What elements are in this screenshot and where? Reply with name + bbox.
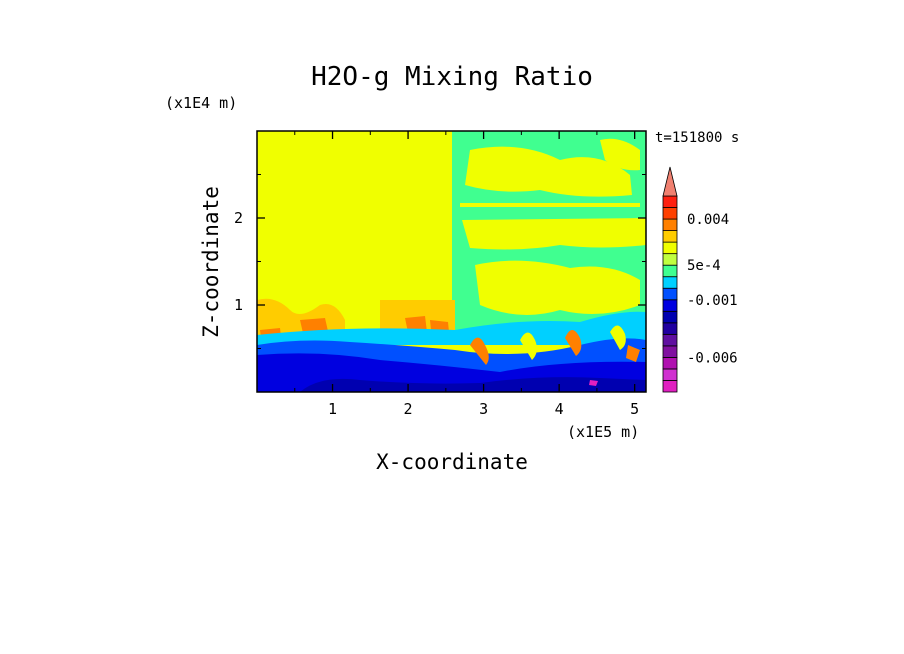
y-axis-label: Z-coordinate: [199, 186, 223, 338]
field-patch-yellow-2: [462, 218, 646, 250]
colorbar-band: [662, 218, 678, 231]
field-plume-orange-1: [470, 337, 489, 365]
field-stripe-yellow: [460, 203, 640, 207]
colorbar-band: [662, 253, 678, 266]
x-tick-label: 5: [630, 400, 639, 418]
colorbar-band: [662, 357, 678, 370]
colorbar-band: [662, 264, 678, 278]
colorbar-band: [662, 195, 678, 208]
field-plume-orange-3: [626, 345, 640, 362]
x-axis-ticks: 1 2 3 4 5: [294, 131, 639, 418]
field-plume-yellow-2: [610, 325, 626, 350]
colorbar-band: [662, 276, 678, 289]
colorbar-band: [662, 241, 678, 255]
colorbar-tick-label: 5e-4: [687, 258, 721, 274]
field-dot-magenta: [589, 380, 598, 386]
colorbar-extend-arrow: [662, 166, 678, 197]
colorbar-band: [662, 333, 678, 347]
x-tick-label: 4: [555, 400, 564, 418]
chart-title: H2O-g Mixing Ratio: [311, 62, 593, 92]
y-axis-ticks: 12: [234, 174, 646, 349]
colorbar-tick-label: -0.006: [687, 350, 738, 366]
x-axis-label: X-coordinate: [376, 450, 528, 474]
time-label: t=151800 s: [655, 130, 739, 146]
x-tick-label: 1: [328, 400, 337, 418]
colorbar: [662, 166, 678, 393]
y-unit-label: (x1E4 m): [165, 94, 237, 112]
colorbar-band: [662, 207, 678, 220]
colorbar-band: [662, 322, 678, 335]
colorbar-tick-label: -0.001: [687, 293, 738, 309]
field-patch-yellow-1: [465, 146, 632, 197]
y-tick-label: 1: [234, 296, 243, 314]
colorbar-band: [662, 230, 678, 243]
colorbar-tick-labels: 0.004 5e-4 -0.001 -0.006: [687, 212, 738, 366]
field-plume-yellow-1: [520, 332, 537, 360]
colorbar-band: [662, 287, 678, 301]
field-stripe-green: [455, 212, 646, 217]
x-tick-label: 3: [479, 400, 488, 418]
colorbar-band: [662, 380, 678, 393]
y-tick-label: 2: [234, 209, 243, 227]
x-unit-label: (x1E5 m): [567, 423, 639, 441]
field-patch-yellow-4: [600, 138, 640, 171]
field-patch-yellow-3: [475, 260, 640, 315]
field-plume-orange-2: [565, 330, 582, 356]
x-tick-label: 2: [404, 400, 413, 418]
colorbar-band: [662, 345, 678, 358]
colorbar-band: [662, 368, 678, 381]
colorbar-band: [662, 299, 678, 312]
colorbar-tick-label: 0.004: [687, 212, 729, 228]
contour-field: [257, 131, 646, 392]
field-band-cyan: [257, 311, 646, 345]
colorbar-band: [662, 310, 678, 324]
